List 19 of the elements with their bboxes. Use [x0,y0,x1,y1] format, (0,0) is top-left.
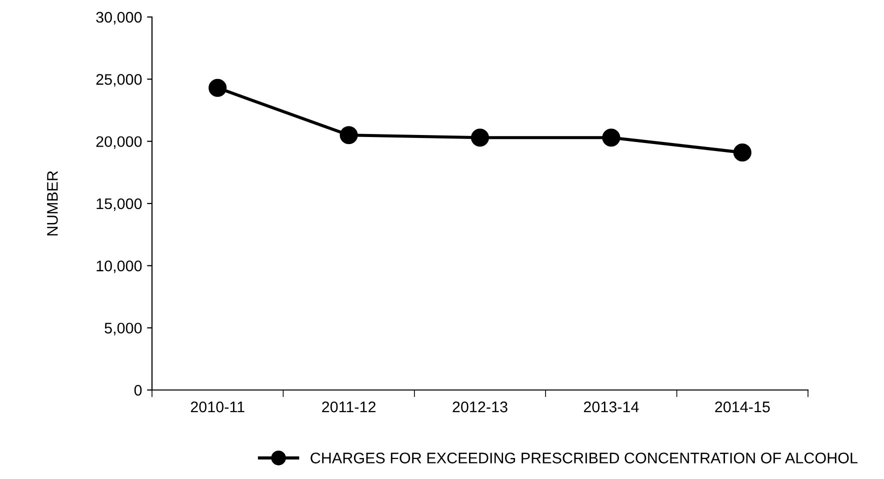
y-tick-label: 15,000 [96,198,142,211]
x-tick-label: 2011-12 [322,402,376,412]
point [602,128,620,147]
y-tick-label: 20,000 [96,136,142,149]
x-tick-label: 2014-15 [715,402,770,412]
legend-label: CHARGES FOR EXCEEDING PRESCRIBED CONCENTRATION OF ALCOHOL [310,452,858,464]
y-tick-label: 5,000 [104,322,142,336]
y-tick-label: 10,000 [96,260,142,274]
x-tick-label: 2010-11 [190,402,244,412]
y-tick-label: 25,000 [96,74,142,87]
y-axis-title: NUMBER [47,171,58,236]
point [470,128,490,147]
point [733,143,752,162]
x-tick-label: 2012-13 [452,402,508,412]
point [208,78,227,97]
y-tick-label: 0 [134,384,142,396]
x-tick-label: 2013-14 [584,402,639,412]
point [340,126,358,144]
y-tick-label: 30,000 [96,12,142,24]
